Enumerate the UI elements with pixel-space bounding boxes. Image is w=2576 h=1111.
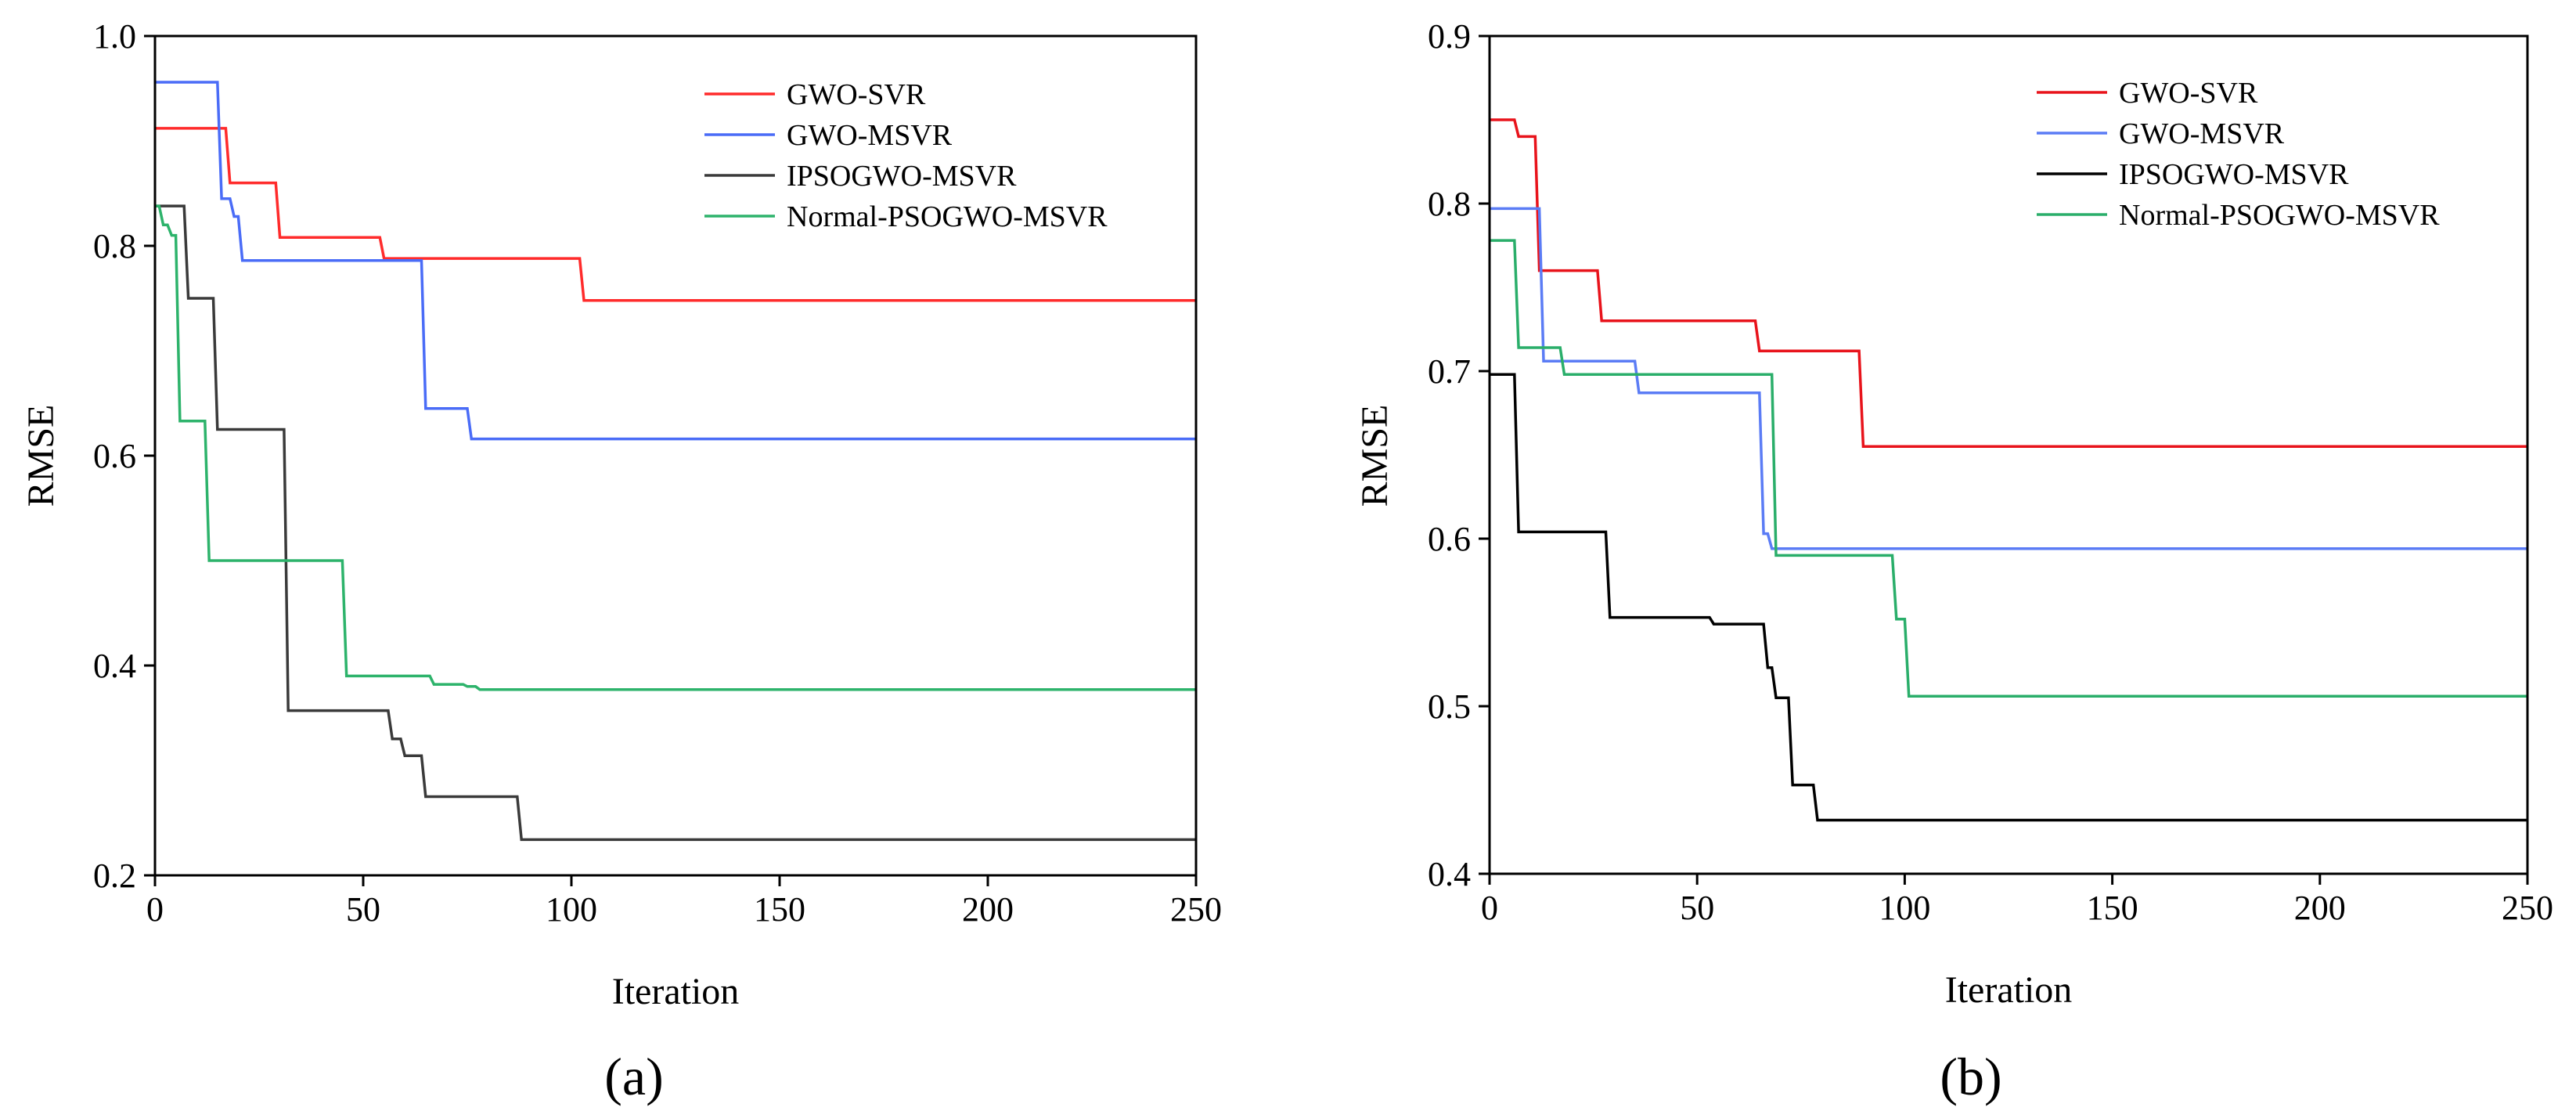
x-tick-label-b-0: 0 xyxy=(1481,889,1498,927)
legend-label-a-4: Normal-PSOGWO-MSVR xyxy=(787,200,1108,233)
legend-label-b-4: Normal-PSOGWO-MSVR xyxy=(2119,199,2440,232)
y-axis-label-a: RMSE xyxy=(20,405,62,507)
x-tick-label-b-3: 150 xyxy=(2087,889,2138,927)
legend-b: GWO-SVR GWO-MSVR IPSOGWO-MSVR Normal-PSOGWO… xyxy=(2037,77,2440,232)
y-tick-label-b-3: 0.7 xyxy=(1428,352,1471,391)
series-line-a-3 xyxy=(155,204,1196,842)
legend-label-b-1: GWO-SVR xyxy=(2119,77,2258,110)
panel-label-b: (b) xyxy=(1940,1047,2001,1106)
chart-panel-b: 0 50 100 150 200 250 0.4 0.5 0.6 0.7 0.8 0.9 GWO-SV… xyxy=(1354,17,2553,1106)
legend-label-a-3: IPSOGWO-MSVR xyxy=(787,160,1017,193)
y-tick-label-a-3: 0.8 xyxy=(93,227,136,265)
ticks-layer-a: 0 50 100 150 200 250 0.2 0.4 0.6 0.8 1.0 xyxy=(93,17,1222,929)
x-tick-label-a-4: 200 xyxy=(962,890,1014,929)
y-tick-label-a-2: 0.6 xyxy=(93,437,136,475)
legend-label-b-2: GWO-MSVR xyxy=(2119,117,2285,150)
y-tick-label-a-0: 0.2 xyxy=(93,857,136,895)
x-tick-label-b-1: 50 xyxy=(1680,889,1714,927)
legend-label-a-2: GWO-MSVR xyxy=(787,119,953,152)
plot-frame-b xyxy=(1488,34,2529,875)
y-tick-label-b-5: 0.9 xyxy=(1428,17,1471,56)
panel-label-a: (a) xyxy=(604,1047,663,1106)
series-line-a-4 xyxy=(155,204,1196,691)
y-tick-label-b-1: 0.5 xyxy=(1428,687,1471,726)
x-tick-label-a-0: 0 xyxy=(146,890,164,929)
x-tick-label-b-5: 250 xyxy=(2502,889,2553,927)
series-line-a-1 xyxy=(155,127,1196,302)
y-tick-label-b-4: 0.8 xyxy=(1428,185,1471,223)
series-line-b-3 xyxy=(1490,373,2527,822)
y-tick-label-b-2: 0.6 xyxy=(1428,520,1471,558)
ticks-layer-b: 0 50 100 150 200 250 0.4 0.5 0.6 0.7 0.8 0.9 xyxy=(1428,17,2553,927)
legend-label-a-1: GWO-SVR xyxy=(787,78,926,111)
x-tick-label-a-5: 250 xyxy=(1170,890,1222,929)
series-line-a-2 xyxy=(155,81,1196,441)
series-layer-b xyxy=(1490,118,2527,822)
series-layer-a xyxy=(155,81,1196,842)
x-tick-label-a-2: 100 xyxy=(546,890,597,929)
series-line-b-2 xyxy=(1490,207,2527,550)
y-tick-label-b-0: 0.4 xyxy=(1428,855,1471,893)
x-tick-label-b-4: 200 xyxy=(2294,889,2346,927)
x-axis-label-a: Iteration xyxy=(612,971,740,1012)
legend-label-b-3: IPSOGWO-MSVR xyxy=(2119,158,2349,191)
y-tick-label-a-1: 0.4 xyxy=(93,647,136,685)
series-line-b-1 xyxy=(1490,118,2527,449)
legend-a: GWO-SVR GWO-MSVR IPSOGWO-MSVR Normal-PSOGWO… xyxy=(704,78,1108,233)
x-axis-label-b: Iteration xyxy=(1945,969,2073,1011)
x-tick-label-b-2: 100 xyxy=(1879,889,1930,927)
x-tick-label-a-3: 150 xyxy=(754,890,805,929)
y-tick-label-a-4: 1.0 xyxy=(93,17,136,56)
x-tick-label-a-1: 50 xyxy=(346,890,380,929)
series-line-b-4 xyxy=(1490,239,2527,698)
y-axis-label-b: RMSE xyxy=(1354,405,1396,507)
